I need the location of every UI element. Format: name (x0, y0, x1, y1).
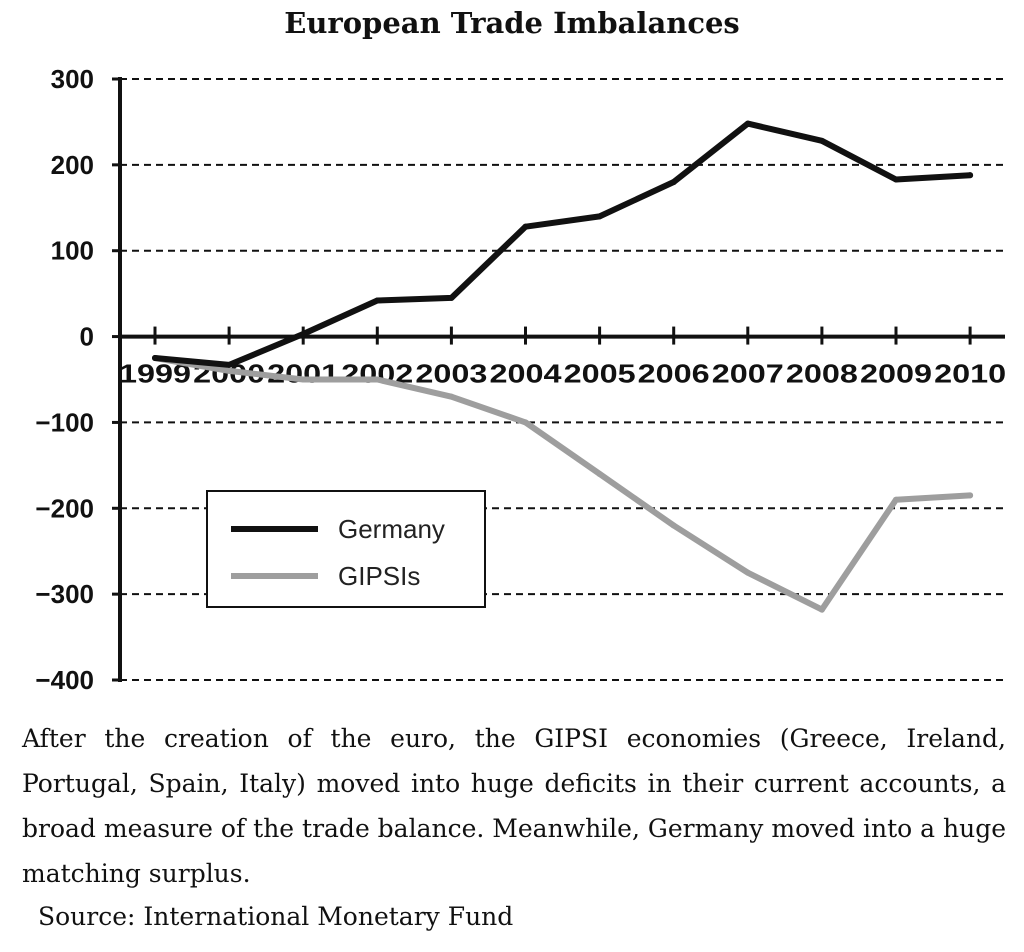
data-point-gipsis (744, 569, 751, 576)
data-point-germany (226, 361, 233, 368)
x-tick-label: 2005 (564, 359, 636, 389)
y-tick-label: 200 (51, 150, 94, 180)
x-tick-label: 2001 (267, 359, 339, 389)
chart-title: European Trade Imbalances (284, 6, 740, 40)
y-tick-label: −200 (35, 493, 94, 523)
y-tick-label: −100 (35, 407, 94, 437)
data-point-gipsis (818, 606, 825, 613)
data-point-germany (818, 137, 825, 144)
series-line-germany (152, 120, 974, 368)
y-tick-label: 100 (51, 236, 94, 266)
data-point-gipsis (374, 376, 381, 383)
data-point-gipsis (300, 376, 307, 383)
line-chart: 3002001000−100−200−300−40019992000200120… (35, 64, 1006, 695)
y-tick-label: −300 (35, 579, 94, 609)
y-tick-label: 0 (80, 322, 94, 352)
source-note: Source: International Monetary Fund (38, 902, 514, 931)
x-tick-label: 2010 (934, 359, 1006, 389)
series-lines (152, 120, 974, 613)
data-point-gipsis (596, 470, 603, 477)
data-point-germany (522, 223, 529, 230)
legend-box (206, 490, 486, 608)
legend-label: GIPSIs (338, 561, 420, 591)
series-line-gipsis (152, 355, 974, 613)
legend: Germany GIPSIs (206, 490, 486, 608)
data-point-germany (596, 213, 603, 220)
data-point-gipsis (226, 367, 233, 374)
data-point-germany (300, 330, 307, 337)
x-tick-label: 2006 (638, 359, 710, 389)
data-point-germany (152, 355, 158, 362)
x-tick-label: 2004 (490, 359, 563, 389)
data-point-germany (967, 172, 974, 179)
data-point-gipsis (670, 522, 677, 529)
data-point-gipsis (522, 419, 529, 426)
data-point-germany (744, 120, 751, 127)
y-tick-label: 300 (51, 64, 94, 94)
data-point-germany (448, 294, 455, 301)
data-point-gipsis (967, 492, 974, 499)
data-point-germany (893, 176, 899, 183)
x-tick-label: 2007 (712, 359, 784, 389)
x-tick-label: 2008 (786, 359, 858, 389)
y-tick-label: −400 (35, 665, 94, 695)
legend-label: Germany (338, 514, 445, 544)
figure-caption: After the creation of the euro, the GIPS… (22, 724, 1006, 888)
data-point-germany (670, 179, 677, 186)
data-point-germany (374, 297, 381, 304)
x-tick-label: 2003 (415, 359, 487, 389)
data-point-gipsis (448, 393, 455, 400)
data-point-gipsis (893, 496, 899, 503)
x-tick-label: 2009 (860, 359, 932, 389)
